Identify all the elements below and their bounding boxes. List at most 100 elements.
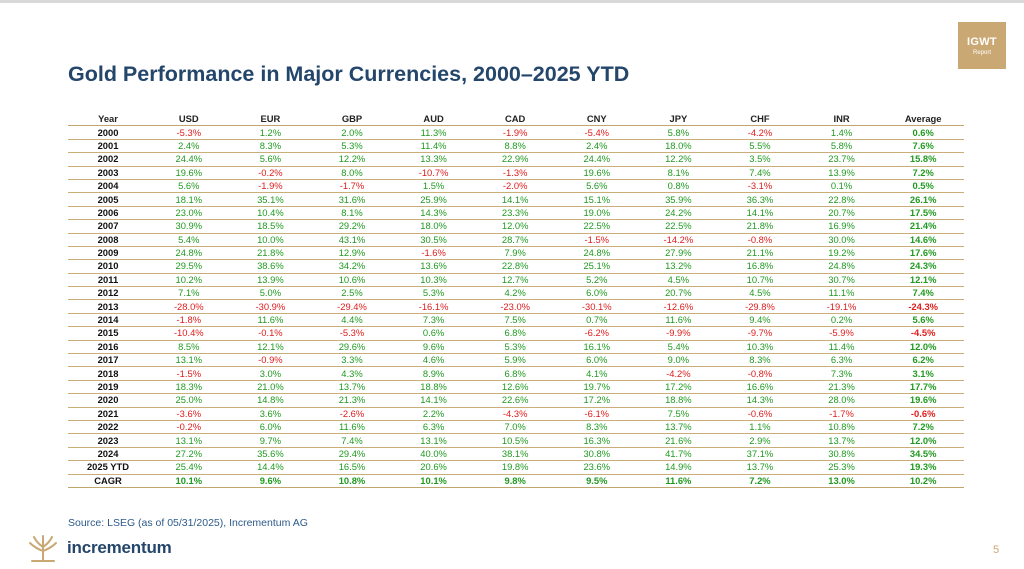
table-row: 2005 18.1% 35.1% 31.6% 25.9% 14.1% 15.1% 35.9% 3…: [68, 192, 964, 207]
value-cell: 11.6%: [229, 313, 312, 328]
value-cell: 21.8%: [719, 219, 801, 234]
value-cell: 11.3%: [392, 125, 475, 140]
value-cell: 28.0%: [800, 393, 883, 408]
value-cell: 8.3%: [229, 139, 312, 154]
value-cell: 25.0%: [148, 393, 230, 408]
value-cell: -5.4%: [555, 125, 638, 140]
value-cell: 16.3%: [555, 433, 638, 448]
year-cell: 2017: [68, 353, 148, 368]
value-cell: 14.1%: [719, 206, 801, 221]
year-cell: 2002: [68, 152, 148, 167]
table-row: 2021 -3.6% 3.6% -2.6% 2.2% -4.3% -6.1% 7.5% -0.6…: [68, 407, 964, 421]
value-cell: 18.0%: [392, 219, 475, 234]
value-cell: 21.1%: [719, 246, 801, 261]
value-cell: 0.6%: [882, 125, 964, 140]
value-cell: -29.4%: [311, 299, 393, 314]
value-cell: 43.1%: [311, 233, 393, 247]
value-cell: 5.2%: [555, 273, 638, 288]
badge-subtitle: Report: [972, 50, 991, 56]
value-cell: -0.8%: [719, 233, 801, 247]
value-cell: 9.6%: [229, 474, 312, 488]
value-cell: 5.3%: [474, 340, 556, 355]
value-cell: 10.8%: [311, 474, 393, 488]
year-cell: 2015: [68, 326, 148, 341]
value-cell: 5.8%: [637, 125, 720, 140]
value-cell: 34.5%: [882, 447, 964, 462]
value-cell: 6.0%: [555, 353, 638, 368]
value-cell: 11.6%: [637, 313, 720, 328]
table-row: 2019 18.3% 21.0% 13.7% 18.8% 12.6% 19.7% 17.2% 1…: [68, 380, 964, 395]
year-cell: 2011: [68, 273, 148, 288]
value-cell: 28.7%: [474, 233, 556, 247]
value-cell: 13.7%: [719, 460, 801, 475]
value-cell: 6.2%: [882, 353, 964, 368]
value-cell: -1.5%: [555, 233, 638, 247]
value-cell: 0.6%: [392, 326, 475, 341]
year-cell: 2024: [68, 447, 148, 462]
top-divider: [0, 0, 1024, 3]
table-row: 2024 27.2% 35.6% 29.4% 40.0% 38.1% 30.8% 41.7% 3…: [68, 447, 964, 462]
table-row: 2007 30.9% 18.5% 29.2% 18.0% 12.0% 22.5% 22.5% 2…: [68, 219, 964, 234]
value-cell: -4.5%: [882, 326, 964, 341]
value-cell: 14.9%: [637, 460, 720, 475]
value-cell: 4.2%: [474, 286, 556, 301]
value-cell: 7.6%: [882, 139, 964, 154]
value-cell: 17.7%: [882, 380, 964, 395]
value-cell: 12.6%: [474, 380, 556, 395]
value-cell: 17.2%: [555, 393, 638, 408]
table-row: 2006 23.0% 10.4% 8.1% 14.3% 23.3% 19.0% 24.2% 14…: [68, 206, 964, 221]
source-note: Source: LSEG (as of 05/31/2025), Increme…: [68, 517, 308, 529]
value-cell: -1.8%: [148, 313, 230, 328]
value-cell: 10.1%: [392, 474, 475, 488]
value-cell: -1.3%: [474, 166, 556, 180]
year-cell: 2007: [68, 219, 148, 234]
value-cell: 34.2%: [311, 259, 393, 274]
value-cell: 10.2%: [882, 474, 964, 488]
value-cell: -12.6%: [637, 299, 720, 314]
year-cell: 2023: [68, 433, 148, 448]
value-cell: 2.0%: [311, 125, 393, 140]
value-cell: 13.9%: [800, 166, 883, 180]
value-cell: 10.3%: [392, 273, 475, 288]
value-cell: 12.2%: [311, 152, 393, 167]
year-cell: 2025 YTD: [68, 460, 148, 475]
value-cell: 7.5%: [637, 407, 720, 421]
value-cell: 9.5%: [555, 474, 638, 488]
year-cell: 2016: [68, 340, 148, 355]
year-cell: 2004: [68, 179, 148, 194]
value-cell: 13.0%: [800, 474, 883, 488]
value-cell: 18.8%: [637, 393, 720, 408]
value-cell: 7.5%: [474, 313, 556, 328]
value-cell: 8.5%: [148, 340, 230, 355]
value-cell: 14.3%: [719, 393, 801, 408]
value-cell: 27.9%: [637, 246, 720, 261]
value-cell: 8.9%: [392, 366, 475, 381]
value-cell: 18.8%: [392, 380, 475, 395]
value-cell: 16.5%: [311, 460, 393, 475]
value-cell: 19.7%: [555, 380, 638, 395]
value-cell: 4.3%: [311, 366, 393, 381]
value-cell: 12.0%: [474, 219, 556, 234]
table-row: 2015 -10.4% -0.1% -5.3% 0.6% 6.8% -6.2% -9.9% -9…: [68, 326, 964, 341]
value-cell: 13.1%: [148, 433, 230, 448]
value-cell: -2.6%: [311, 407, 393, 421]
table-header-row: Year USD EUR GBP AUD CAD CNY JPY CHF INR Average: [68, 113, 964, 127]
value-cell: -3.6%: [148, 407, 230, 421]
value-cell: 10.0%: [229, 233, 312, 247]
year-cell: 2021: [68, 407, 148, 421]
value-cell: 30.5%: [392, 233, 475, 247]
year-cell: 2014: [68, 313, 148, 328]
year-cell: CAGR: [68, 474, 148, 488]
value-cell: -2.0%: [474, 179, 556, 194]
value-cell: 24.8%: [148, 246, 230, 261]
value-cell: 23.7%: [800, 152, 883, 167]
value-cell: -30.9%: [229, 299, 312, 314]
value-cell: 5.8%: [800, 139, 883, 154]
value-cell: -1.9%: [229, 179, 312, 194]
value-cell: -10.4%: [148, 326, 230, 341]
value-cell: 19.6%: [882, 393, 964, 408]
value-cell: -28.0%: [148, 299, 230, 314]
value-cell: 20.6%: [392, 460, 475, 475]
value-cell: -6.2%: [555, 326, 638, 341]
value-cell: 5.0%: [229, 286, 312, 301]
